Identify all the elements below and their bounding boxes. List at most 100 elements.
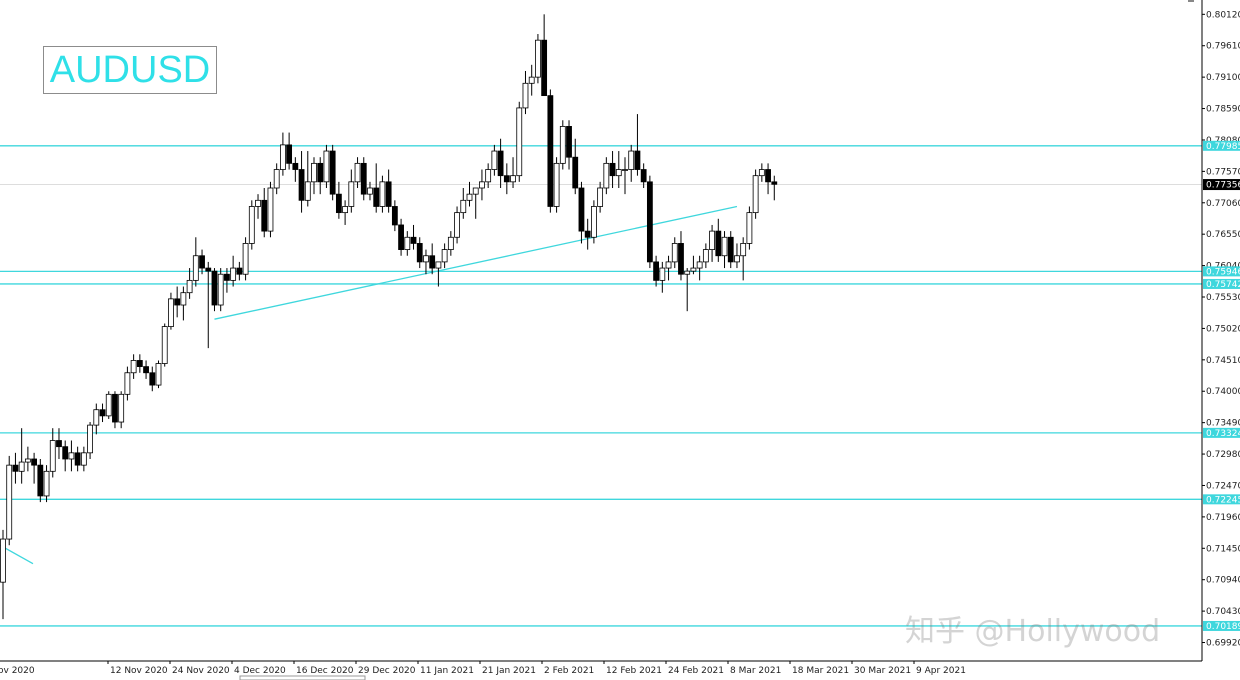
y-tick-label: 0.71960 [1206,513,1240,523]
bear-candle [136,360,143,368]
y-tick-label: 0.79100 [1206,73,1240,83]
bull-candle [466,193,473,201]
bear-candle [503,175,510,183]
bull-candle [279,144,286,170]
bull-candle [684,270,691,275]
x-tick-label: 29 Dec 2020 [358,666,416,676]
bull-candle [665,261,672,269]
bull-candle [591,206,597,238]
bull-candle [348,181,355,207]
bull-candle [522,82,529,109]
bull-candle [553,162,560,207]
bull-candle [217,273,224,306]
bull-candle [485,169,492,183]
bear-candle [541,39,548,97]
watermark: 知乎 @Hollywood [905,614,1161,649]
x-tick-label: 8 Mar 2021 [730,666,781,676]
bull-candle [255,199,261,207]
bull-candle [267,187,274,232]
bull-candle [622,169,628,171]
bear-candle [99,409,106,417]
level-label-bg [1203,278,1240,289]
bull-candle [758,169,765,177]
bull-candle [690,267,697,272]
symbol-label: AUDUSD [43,46,217,94]
current-price-label: 0.77356 [1206,181,1240,191]
bull-candle [124,372,131,395]
bear-candle [335,193,342,214]
y-tick-label: 0.73490 [1206,419,1240,429]
y-tick-label: 0.80120 [1206,10,1240,20]
x-tick-label: ov 2020 [0,666,35,676]
bull-candle [746,212,753,244]
bull-candle [671,243,678,263]
level-label-bg [1203,427,1240,438]
bear-candle [292,162,299,170]
level-label-bg [1203,140,1240,151]
bear-candle [211,270,218,306]
bull-candle [354,162,361,183]
x-tick-label: 12 Feb 2021 [606,666,662,676]
bear-candle [584,230,591,238]
x-tick-label: 9 Apr 2021 [916,666,966,676]
bear-candle [771,181,778,185]
bull-candle [155,363,162,386]
bull-candle [441,249,448,263]
bull-candle [367,187,373,195]
bull-candle [186,279,193,294]
bull-candle [454,212,460,238]
y-tick-label: 0.72980 [1206,450,1240,460]
bear-candle [199,255,205,269]
bull-candle [472,187,479,195]
bear-candle [112,393,118,423]
bear-candle [56,440,62,448]
x-tick-label: 24 Feb 2021 [668,666,724,676]
bull-candle [323,150,330,183]
level-label: 0.72245 [1206,496,1240,506]
y-tick-label: 0.72470 [1206,481,1240,491]
y-tick-label: 0.70430 [1206,607,1240,617]
bear-candle [360,162,367,195]
x-tick-label: 16 Dec 2020 [296,666,354,676]
bear-candle [609,162,616,177]
x-tick-label: 21 Jan 2021 [482,666,536,676]
bull-candle [516,107,523,177]
bear-candle [410,236,417,244]
bull-candle [559,126,566,164]
y-tick-label: 0.74000 [1206,387,1240,397]
y-tick-label: 0.79610 [1206,42,1240,52]
bull-candle [93,409,100,426]
bull-candle [248,206,255,244]
bear-candle [174,298,181,306]
y-tick-label: 0.77060 [1206,199,1240,209]
bull-candle [628,150,635,170]
bear-candle [149,372,156,386]
bull-candle [43,470,50,497]
level-label: 0.70189 [1206,622,1240,632]
bear-candle [373,187,380,207]
bear-candle [31,458,38,466]
bear-candle [547,95,554,207]
bull-candle [603,162,610,189]
bull-candle [702,249,709,263]
bull-candle [68,452,75,460]
bull-candle [24,458,31,463]
bear-candle [224,273,230,281]
y-tick-label: 0.75020 [1206,324,1240,334]
bear-candle [298,169,305,201]
bear-candle [765,169,771,183]
bear-candle [317,162,324,183]
bull-candle [105,393,112,417]
x-tick-label: 12 Nov 2020 [110,666,168,676]
bear-candle [572,156,579,189]
bear-candle [236,267,243,275]
bear-candle [653,261,659,281]
bear-candle [429,255,436,269]
bull-candle [161,326,168,364]
bear-candle [205,267,212,272]
bull-candle [615,169,622,177]
bull-candle [49,440,56,472]
bear-candle [646,181,653,263]
